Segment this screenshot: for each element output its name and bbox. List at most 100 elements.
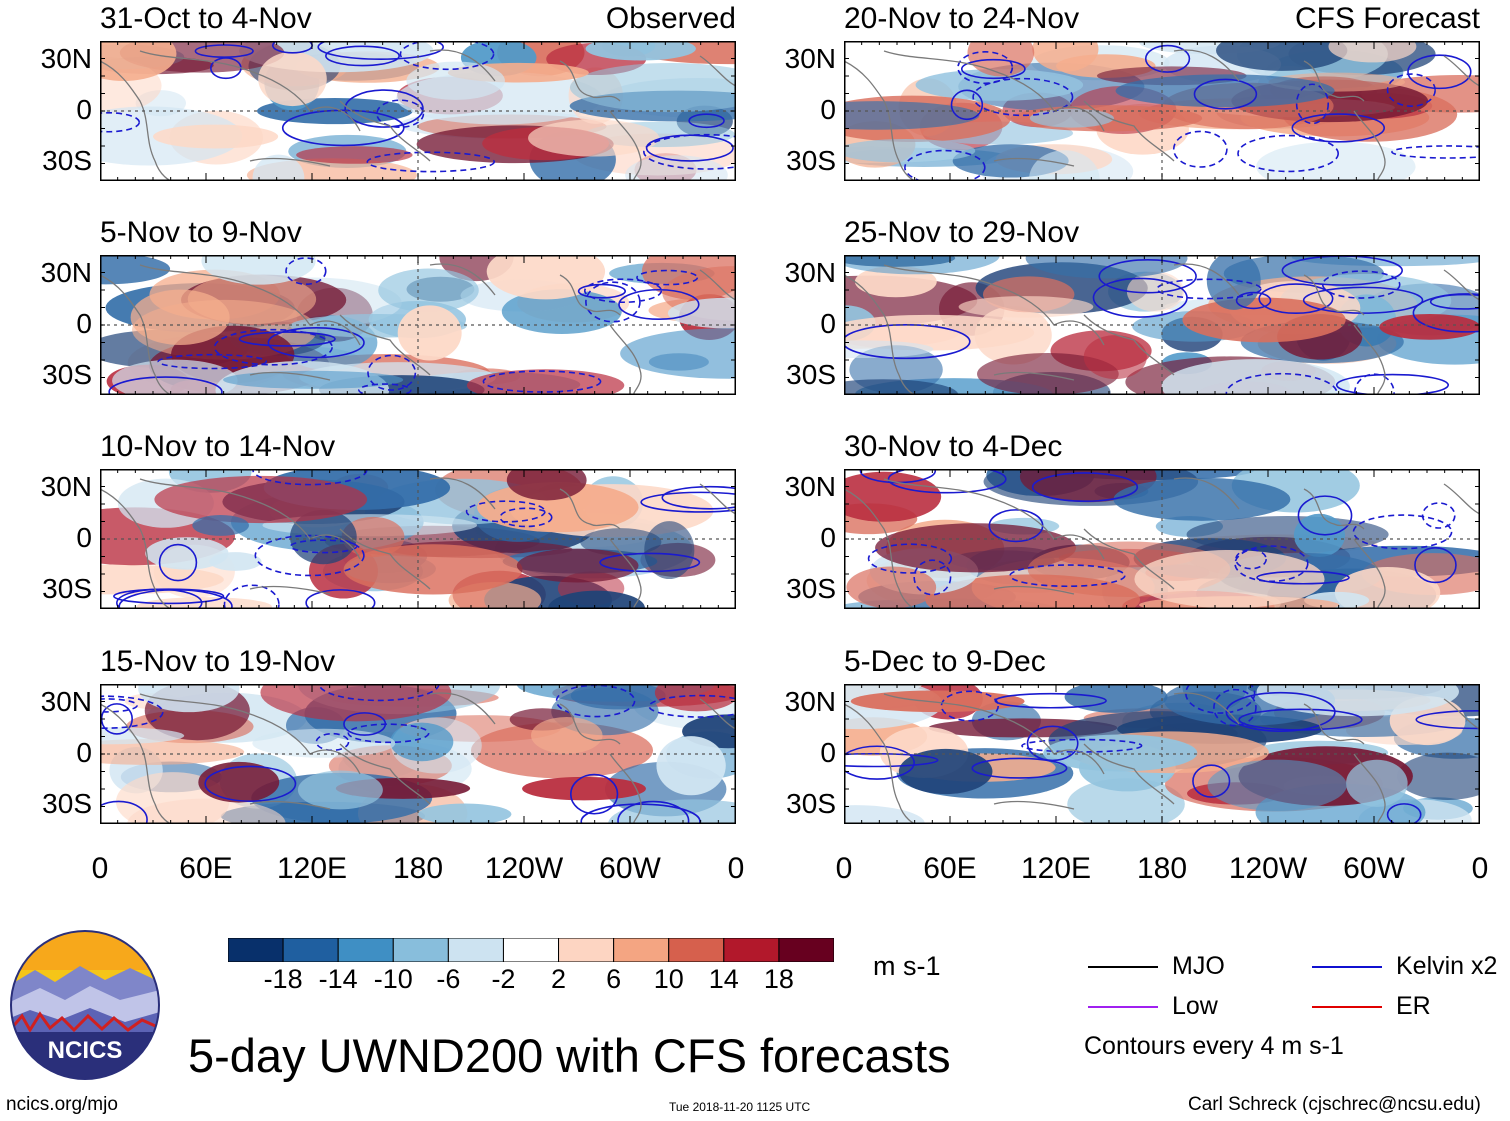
legend-label: Kelvin x2 xyxy=(1396,952,1498,980)
contour-line xyxy=(1321,270,1401,299)
coastline xyxy=(1443,55,1480,87)
coastline xyxy=(883,50,1105,132)
anomaly-blob xyxy=(1126,271,1185,312)
coastline xyxy=(1083,314,1175,376)
panel-title: 5-Nov to 9-Nov xyxy=(100,216,302,249)
anomaly-blob xyxy=(397,305,462,361)
contour-line xyxy=(347,723,430,744)
coastline xyxy=(559,703,621,745)
coastline xyxy=(1083,743,1175,805)
coastline xyxy=(609,753,642,824)
coastlines xyxy=(844,477,1480,609)
contour-line xyxy=(267,327,365,359)
panel-title: 30-Nov to 4-Dec xyxy=(844,430,1063,463)
coastlines xyxy=(844,49,1480,181)
colorbar-tick-label: -10 xyxy=(373,964,413,994)
coastline xyxy=(993,371,1075,381)
column-header: CFS Forecast xyxy=(1294,2,1480,35)
anomaly-blob xyxy=(656,736,726,796)
anomaly-field xyxy=(844,41,1480,181)
coastline xyxy=(699,483,736,515)
anomaly-blob xyxy=(844,139,976,163)
anomaly-blob xyxy=(531,717,603,754)
anomaly-blob xyxy=(252,154,305,181)
colorbar-segment xyxy=(558,938,615,962)
coastline xyxy=(1353,110,1386,181)
contour-line xyxy=(1172,130,1228,168)
contour-line xyxy=(1258,283,1334,315)
anomaly-blob xyxy=(100,255,171,285)
anomaly-blob xyxy=(898,748,993,795)
anomaly-field xyxy=(100,41,736,181)
anomaly-blob xyxy=(506,469,587,501)
x-tick-label: 0 xyxy=(91,852,109,885)
kelvin-contours xyxy=(904,44,1480,181)
anomaly-map-panel xyxy=(100,469,736,609)
y-tick-label: 30N xyxy=(784,257,836,288)
anomaly-blob xyxy=(100,41,177,81)
contour-line xyxy=(238,331,336,347)
contour-line xyxy=(950,89,984,121)
colorbar-tick-label: -14 xyxy=(318,964,358,994)
contour-line xyxy=(1144,44,1191,73)
colorbar-segment xyxy=(668,938,725,962)
contour-line xyxy=(285,257,327,286)
legend-label: Low xyxy=(1172,992,1218,1020)
y-tick-label: 30S xyxy=(786,145,836,176)
site-link[interactable]: ncics.org/mjo xyxy=(6,1094,118,1115)
x-tick-label: 120E xyxy=(276,852,348,885)
y-tick-label: 30S xyxy=(42,359,92,390)
contour-line xyxy=(1235,291,1272,310)
contour-line xyxy=(204,765,297,802)
logo-text: NCICS xyxy=(48,1037,123,1064)
legend-line xyxy=(1312,966,1382,968)
coastline xyxy=(883,478,1105,560)
contour-line xyxy=(960,58,1026,80)
anomaly-blob xyxy=(406,61,505,100)
contour-line xyxy=(1297,495,1353,536)
coastlines xyxy=(100,263,736,395)
contour-line xyxy=(158,543,198,582)
contour-line xyxy=(688,113,725,129)
y-tick-label: 30S xyxy=(42,145,92,176)
coastline xyxy=(1173,477,1240,510)
anomaly-blob xyxy=(223,370,404,389)
colorbar-segment xyxy=(723,938,780,962)
y-tick-label: 0 xyxy=(76,737,92,768)
anomaly-field xyxy=(100,684,736,824)
panel-frame xyxy=(100,41,736,181)
contour-line xyxy=(577,283,626,299)
contour-line xyxy=(1235,548,1267,570)
panel-frame xyxy=(100,684,736,824)
y-tick-label: 30N xyxy=(40,471,92,502)
y-tick-label: 30S xyxy=(786,573,836,604)
anomaly-blob xyxy=(466,369,625,395)
contour-line xyxy=(661,485,736,510)
x-tick-label: 180 xyxy=(392,852,444,885)
panel-title: 31-Oct to 4-Nov xyxy=(100,2,312,35)
coastline xyxy=(1353,753,1386,824)
y-tick-label: 0 xyxy=(820,737,836,768)
coastline xyxy=(844,274,917,395)
coastline xyxy=(1443,269,1480,301)
anomaly-blob xyxy=(1032,41,1099,72)
contour-line xyxy=(376,99,425,129)
contour-line xyxy=(344,89,424,128)
anomaly-blob xyxy=(844,805,925,824)
panel-title: 5-Dec to 9-Dec xyxy=(844,645,1046,678)
coastline xyxy=(1173,49,1240,82)
contour-line xyxy=(1386,73,1436,107)
figure-title: 5-day UWND200 with CFS forecasts xyxy=(188,1029,951,1082)
contour-line xyxy=(116,588,203,609)
colorbar-segment xyxy=(778,938,834,962)
anomaly-blob xyxy=(548,590,645,609)
y-tick-label: 0 xyxy=(76,522,92,553)
contour-line xyxy=(1291,113,1386,143)
contour-line xyxy=(1391,145,1480,159)
anomaly-blob xyxy=(378,268,479,313)
timestamp: Tue 2018-11-20 1125 UTC xyxy=(669,1100,811,1114)
contour-line xyxy=(325,45,400,67)
coastline xyxy=(844,703,917,824)
coastline xyxy=(429,49,496,82)
y-tick-label: 0 xyxy=(820,94,836,125)
